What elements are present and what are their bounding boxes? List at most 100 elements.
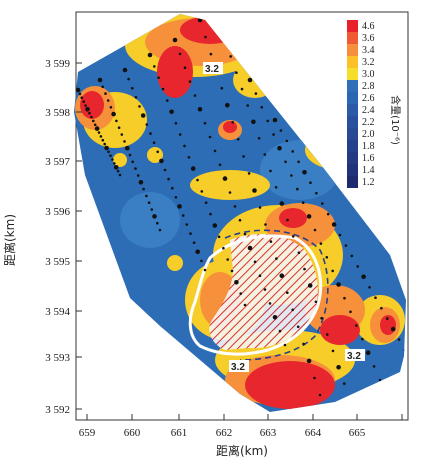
sample-point	[320, 316, 323, 320]
sample-point	[172, 37, 178, 43]
contour-label: 3.2	[231, 362, 245, 373]
sample-point	[380, 306, 383, 310]
contour-label-box	[345, 349, 365, 361]
sample-point	[390, 326, 396, 332]
legend-value: 1.2	[362, 177, 375, 188]
sample-point	[167, 177, 170, 181]
sample-point	[147, 52, 153, 58]
x-axis-title: 距离(km)	[216, 443, 268, 458]
sample-point	[313, 376, 316, 380]
y-tick-label: 3 592	[45, 404, 70, 416]
sample-point	[190, 166, 196, 171]
sample-point	[93, 123, 97, 127]
sample-point	[196, 178, 199, 182]
sample-point	[343, 296, 346, 300]
sample-point	[222, 246, 225, 250]
sample-point	[97, 131, 101, 134]
sample-point	[275, 257, 278, 260]
sample-point	[272, 133, 275, 136]
sample-point	[331, 349, 335, 353]
sample-point	[169, 109, 174, 115]
sample-point	[302, 342, 305, 346]
sample-point	[240, 87, 244, 91]
sample-point	[127, 77, 130, 81]
sample-point	[145, 123, 149, 126]
sample-point	[263, 288, 267, 291]
sample-point	[116, 169, 120, 173]
anomaly-red	[80, 16, 396, 409]
contour-label-box	[229, 360, 249, 372]
legend-swatch	[347, 20, 358, 32]
sample-point	[99, 135, 103, 138]
y-tick-label: 3 595	[45, 256, 70, 268]
sample-point	[307, 283, 313, 288]
sample-point	[236, 138, 240, 141]
y-axis-title: 距离(km)	[2, 214, 17, 266]
sample-point	[217, 235, 221, 239]
sample-point	[361, 274, 366, 280]
sample-point	[269, 169, 272, 173]
sample-point	[374, 296, 377, 300]
sample-point	[284, 160, 287, 164]
sample-point	[122, 67, 128, 73]
sample-point	[303, 267, 306, 271]
sample-point	[136, 174, 140, 177]
sample-point	[103, 142, 106, 146]
sample-point	[297, 160, 300, 164]
sample-point	[239, 292, 242, 295]
sample-point	[222, 176, 228, 181]
sample-point	[218, 163, 222, 167]
legend-swatch	[347, 104, 358, 116]
sample-point	[336, 365, 341, 370]
sample-point	[94, 126, 100, 131]
x-tick-label: 665	[349, 427, 366, 439]
legend: 含量(10⁻⁶) 4.63.63.43.23.02.82.62.42.22.01…	[347, 20, 402, 188]
sample-point	[272, 117, 278, 123]
sample-point	[309, 181, 312, 184]
x-tick-label: 663	[260, 427, 277, 439]
legend-value: 2.4	[362, 105, 375, 116]
sample-point	[338, 233, 342, 237]
sample-point	[138, 180, 144, 185]
legend-swatch	[347, 164, 358, 176]
legend-title: 含量(10⁻⁶)	[389, 95, 402, 145]
sample-point	[111, 111, 116, 117]
sample-point	[349, 310, 352, 314]
sample-point	[101, 138, 105, 142]
sample-point	[254, 92, 258, 95]
sample-point	[350, 254, 354, 258]
sample-point	[195, 249, 200, 255]
sample-point	[131, 160, 134, 164]
sample-point	[252, 188, 257, 193]
sample-point	[365, 350, 371, 356]
sample-point	[242, 155, 245, 158]
sample-point	[264, 223, 267, 226]
sample-point	[183, 144, 186, 148]
sample-point	[306, 214, 312, 219]
legend-swatch	[347, 140, 358, 152]
sample-point	[187, 156, 191, 159]
sample-point	[142, 187, 145, 191]
sample-point	[200, 190, 204, 193]
target-outline-white	[188, 234, 323, 356]
sample-point	[235, 71, 238, 74]
sample-point	[243, 303, 247, 307]
sample-point	[296, 187, 299, 191]
sample-point	[120, 133, 124, 136]
y-tick-label: 3 596	[45, 206, 70, 218]
legend-swatch	[347, 80, 358, 92]
sample-point	[297, 251, 301, 254]
sample-point	[131, 86, 134, 90]
legend-value: 2.0	[362, 129, 375, 140]
sample-point	[277, 145, 282, 151]
sample-point	[355, 324, 358, 327]
x-axis: 659 660 661 662 663 664 665 距离(km)	[79, 414, 403, 458]
sample-point	[246, 104, 249, 107]
legend-value: 1.6	[362, 153, 375, 164]
sample-point	[156, 150, 159, 154]
sample-point	[230, 269, 234, 273]
sample-point	[197, 107, 203, 112]
sample-point	[84, 104, 87, 107]
sample-point	[296, 325, 300, 329]
sample-point	[185, 223, 189, 226]
